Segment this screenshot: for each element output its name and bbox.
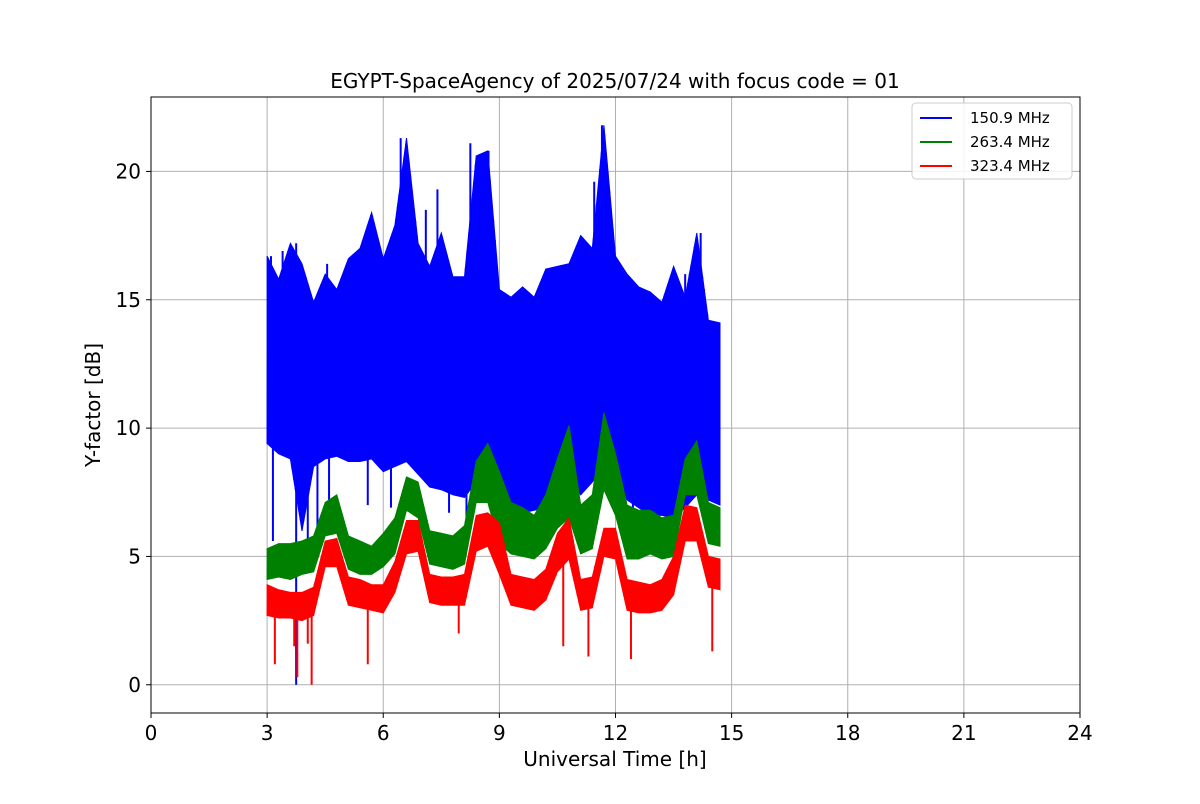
legend: 150.9 MHz 263.4 MHz 323.4 MHz — [911, 102, 1073, 180]
x-axis-label: Universal Time [h] — [523, 747, 706, 771]
legend-label: 323.4 MHz — [970, 157, 1050, 175]
x-tick-label: 21 — [951, 721, 976, 745]
series-2 — [266, 504, 721, 685]
series-1 — [266, 412, 721, 581]
legend-label: 263.4 MHz — [970, 133, 1050, 151]
series-trace — [266, 415, 720, 580]
y-tick-label: 15 — [116, 288, 141, 312]
x-tick-label: 18 — [835, 721, 860, 745]
x-tick-label: 15 — [719, 721, 744, 745]
x-tick-label: 3 — [261, 721, 274, 745]
x-tick-label: 12 — [603, 721, 628, 745]
x-tick-label: 24 — [1067, 721, 1092, 745]
series-trace — [266, 133, 720, 531]
series-trace — [266, 505, 720, 621]
legend-frame — [911, 102, 1073, 180]
x-tick-label: 0 — [145, 721, 158, 745]
y-tick-label: 0 — [128, 673, 141, 697]
chart-title: EGYPT-SpaceAgency of 2025/07/24 with foc… — [330, 69, 899, 93]
y-tick-label: 5 — [128, 544, 141, 568]
legend-label: 150.9 MHz — [970, 109, 1050, 127]
y-tick-label: 20 — [116, 159, 141, 183]
series-layer — [266, 125, 721, 685]
axis-ticks: 0 3 6 9 12 15 18 21 24 0 5 10 15 20 — [116, 159, 1093, 745]
y-axis-label: Y-factor [dB] — [81, 343, 105, 468]
x-tick-label: 6 — [377, 721, 390, 745]
x-tick-label: 9 — [493, 721, 506, 745]
y-tick-label: 10 — [116, 416, 141, 440]
